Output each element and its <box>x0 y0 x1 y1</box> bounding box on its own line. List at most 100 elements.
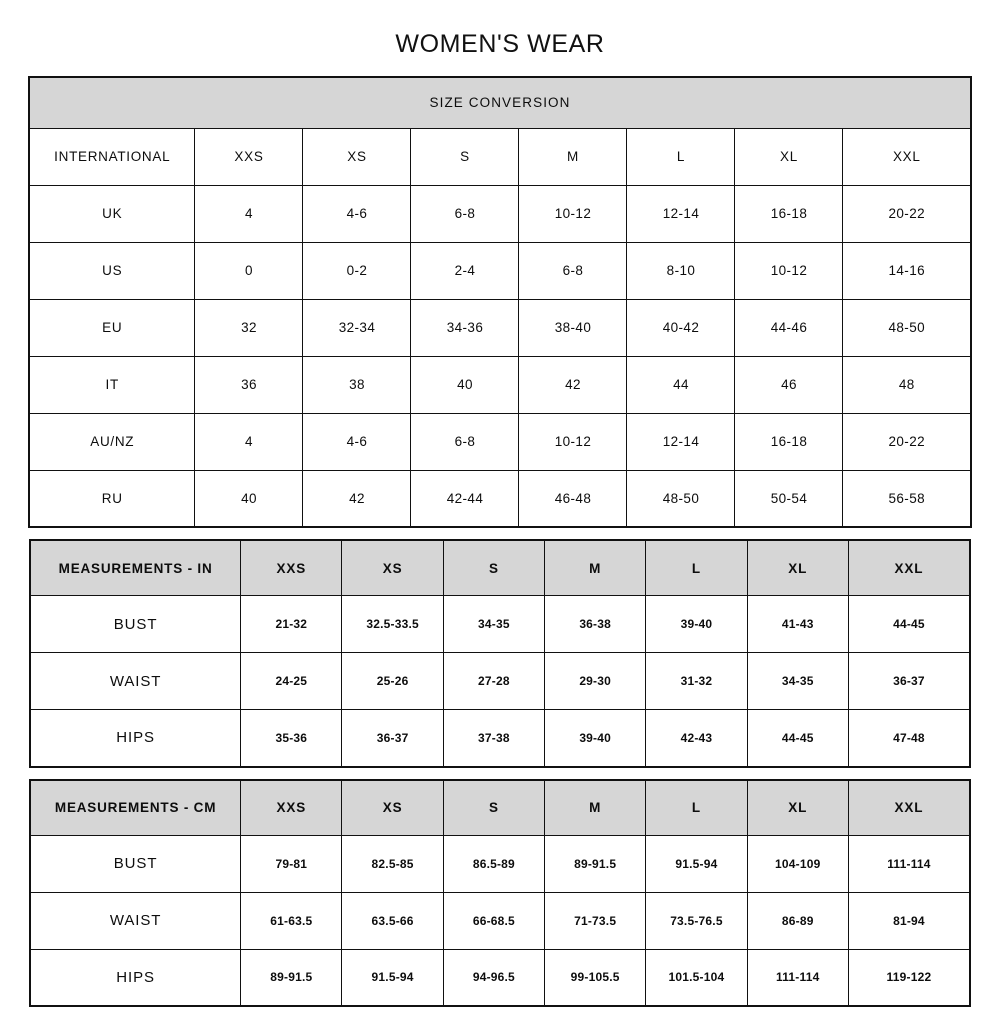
data-cell: 36-37 <box>341 709 444 767</box>
table-header-row: INTERNATIONAL XXS XS S M L XL XXL <box>28 127 972 186</box>
data-cell: 82.5-85 <box>341 834 444 893</box>
column-header-measurements-cm: MEASUREMENTS - CM <box>29 779 242 836</box>
data-cell: 14-16 <box>842 241 972 300</box>
row-label: UK <box>28 184 196 243</box>
data-cell: 10-12 <box>518 412 628 471</box>
data-cell: 91.5-94 <box>341 948 444 1007</box>
data-cell: 73.5-76.5 <box>645 891 748 950</box>
data-cell: 32.5-33.5 <box>341 595 444 653</box>
column-header-m: M <box>518 127 628 186</box>
table-row: BUST 21-32 32.5-33.5 34-35 36-38 39-40 4… <box>29 595 971 653</box>
data-cell: 39-40 <box>544 709 647 767</box>
data-cell: 25-26 <box>341 652 444 710</box>
data-cell: 47-48 <box>847 709 971 767</box>
data-cell: 46 <box>734 355 844 414</box>
column-header-l: L <box>645 779 748 836</box>
data-cell: 2-4 <box>410 241 520 300</box>
size-chart-page: WOMEN'S WEAR SIZE CONVERSION INTERNATION… <box>0 17 1000 1017</box>
data-cell: 20-22 <box>842 184 972 243</box>
data-cell: 20-22 <box>842 412 972 471</box>
data-cell: 40 <box>194 469 304 528</box>
data-cell: 46-48 <box>518 469 628 528</box>
column-header-xs: XS <box>302 127 412 186</box>
data-cell: 42 <box>518 355 628 414</box>
column-header-xxl: XXL <box>847 539 971 596</box>
column-header-m: M <box>544 779 647 836</box>
column-header-xxs: XXS <box>240 779 343 836</box>
data-cell: 38-40 <box>518 298 628 357</box>
table-row: BUST 79-81 82.5-85 86.5-89 89-91.5 91.5-… <box>29 834 971 893</box>
column-header-xxs: XXS <box>194 127 304 186</box>
data-cell: 42-44 <box>410 469 520 528</box>
data-cell: 16-18 <box>734 412 844 471</box>
column-header-measurements-in: MEASUREMENTS - IN <box>29 539 242 596</box>
size-conversion-banner: SIZE CONVERSION <box>28 76 972 129</box>
table-banner-row: SIZE CONVERSION <box>28 76 972 129</box>
data-cell: 61-63.5 <box>240 891 343 950</box>
data-cell: 56-58 <box>842 469 972 528</box>
data-cell: 6-8 <box>410 184 520 243</box>
measurements-centimeters-table: MEASUREMENTS - CM XXS XS S M L XL XXL BU… <box>29 778 971 1007</box>
data-cell: 21-32 <box>240 595 343 653</box>
column-header-international: INTERNATIONAL <box>28 127 196 186</box>
column-header-l: L <box>626 127 736 186</box>
data-cell: 44-45 <box>746 709 849 767</box>
data-cell: 10-12 <box>734 241 844 300</box>
data-cell: 6-8 <box>410 412 520 471</box>
row-label: BUST <box>29 595 242 653</box>
data-cell: 4 <box>194 412 304 471</box>
data-cell: 40-42 <box>626 298 736 357</box>
data-cell: 0-2 <box>302 241 412 300</box>
data-cell: 12-14 <box>626 184 736 243</box>
data-cell: 111-114 <box>746 948 849 1007</box>
data-cell: 4 <box>194 184 304 243</box>
column-header-s: S <box>410 127 520 186</box>
table-row: WAIST 24-25 25-26 27-28 29-30 31-32 34-3… <box>29 652 971 710</box>
data-cell: 38 <box>302 355 412 414</box>
data-cell: 16-18 <box>734 184 844 243</box>
column-header-xl: XL <box>734 127 844 186</box>
row-label: WAIST <box>29 891 242 950</box>
size-conversion-table: SIZE CONVERSION INTERNATIONAL XXS XS S M… <box>27 75 973 528</box>
table-row: EU 32 32-34 34-36 38-40 40-42 44-46 48-5… <box>28 298 972 357</box>
data-cell: 39-40 <box>645 595 748 653</box>
row-label: BUST <box>29 834 242 893</box>
data-cell: 29-30 <box>544 652 647 710</box>
data-cell: 8-10 <box>626 241 736 300</box>
data-cell: 36-37 <box>847 652 971 710</box>
data-cell: 63.5-66 <box>341 891 444 950</box>
data-cell: 40 <box>410 355 520 414</box>
row-label: RU <box>28 469 196 528</box>
data-cell: 32-34 <box>302 298 412 357</box>
data-cell: 36 <box>194 355 304 414</box>
table-row: RU 40 42 42-44 46-48 48-50 50-54 56-58 <box>28 469 972 528</box>
data-cell: 27-28 <box>442 652 546 710</box>
table-row: IT 36 38 40 42 44 46 48 <box>28 355 972 414</box>
row-label: IT <box>28 355 196 414</box>
table-row: WAIST 61-63.5 63.5-66 66-68.5 71-73.5 73… <box>29 891 971 950</box>
data-cell: 99-105.5 <box>544 948 647 1007</box>
row-label: HIPS <box>29 948 242 1007</box>
column-header-m: M <box>544 539 647 596</box>
column-header-xxl: XXL <box>842 127 972 186</box>
data-cell: 34-35 <box>442 595 546 653</box>
data-cell: 36-38 <box>544 595 647 653</box>
data-cell: 34-35 <box>746 652 849 710</box>
data-cell: 6-8 <box>518 241 628 300</box>
data-cell: 101.5-104 <box>645 948 748 1007</box>
row-label: EU <box>28 298 196 357</box>
data-cell: 50-54 <box>734 469 844 528</box>
table-row: AU/NZ 4 4-6 6-8 10-12 12-14 16-18 20-22 <box>28 412 972 471</box>
column-header-s: S <box>442 539 546 596</box>
data-cell: 37-38 <box>442 709 546 767</box>
data-cell: 0 <box>194 241 304 300</box>
data-cell: 44-46 <box>734 298 844 357</box>
data-cell: 79-81 <box>240 834 343 893</box>
data-cell: 86.5-89 <box>442 834 546 893</box>
table-header-row: MEASUREMENTS - IN XXS XS S M L XL XXL <box>29 539 971 596</box>
column-header-xxl: XXL <box>847 779 971 836</box>
column-header-l: L <box>645 539 748 596</box>
table-row: UK 4 4-6 6-8 10-12 12-14 16-18 20-22 <box>28 184 972 243</box>
column-header-xl: XL <box>746 539 849 596</box>
data-cell: 4-6 <box>302 412 412 471</box>
